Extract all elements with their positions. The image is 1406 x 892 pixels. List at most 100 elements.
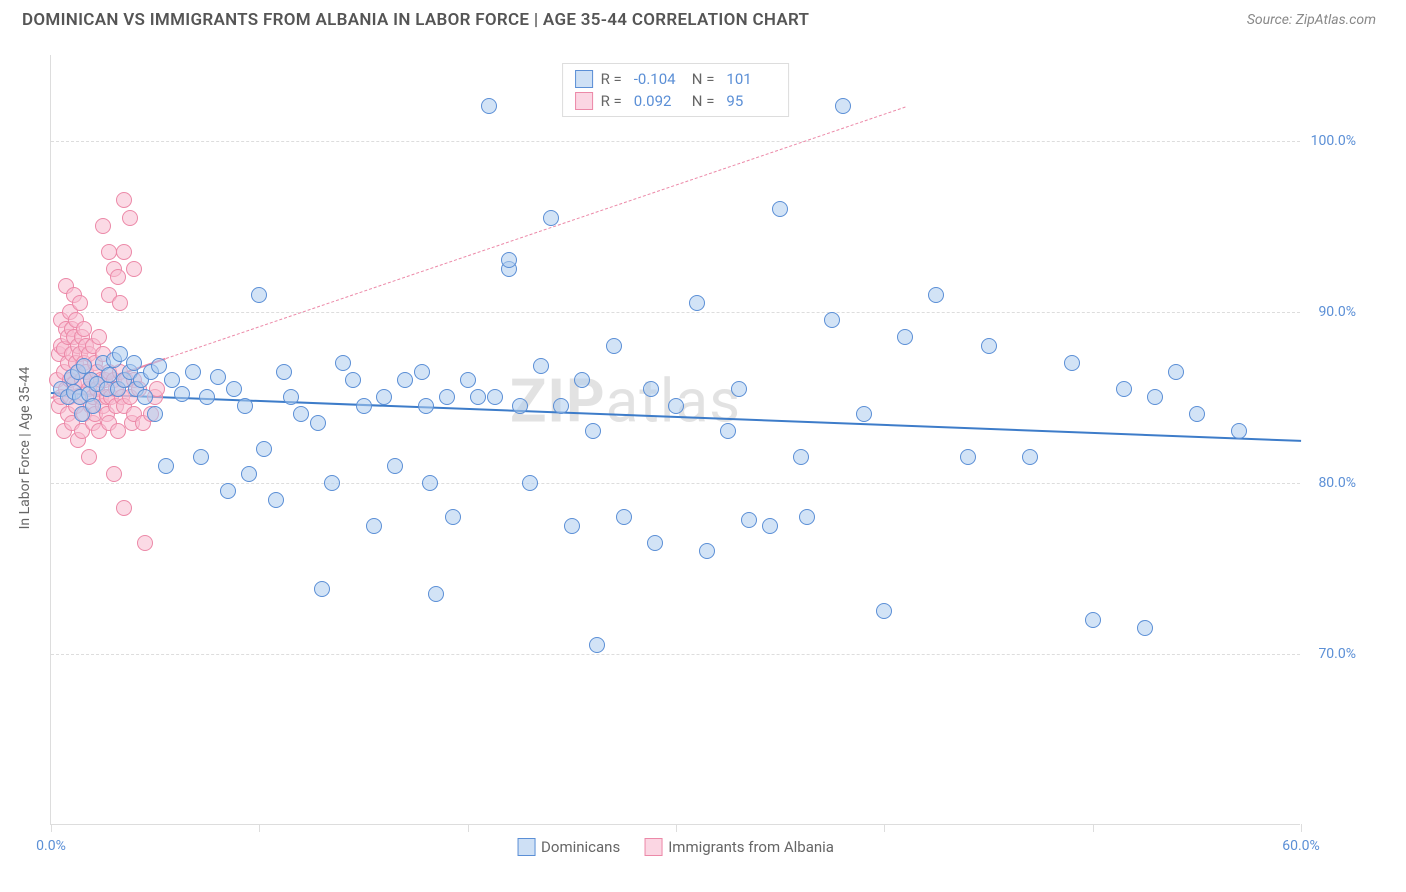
data-point — [116, 192, 132, 208]
data-point — [533, 358, 549, 374]
data-point — [335, 355, 351, 371]
data-point — [366, 518, 382, 534]
data-point — [72, 295, 88, 311]
stats-row: R = -0.104 N = 101 — [575, 68, 777, 90]
data-point — [137, 389, 153, 405]
data-point — [387, 458, 403, 474]
data-point — [151, 358, 167, 374]
data-point — [356, 398, 372, 414]
n-label: N = — [692, 92, 715, 110]
n-value: 95 — [726, 92, 776, 110]
stats-row: R =0.092N =95 — [575, 90, 777, 112]
legend-label: Immigrants from Albania — [668, 838, 834, 856]
data-point — [553, 398, 569, 414]
data-point — [251, 287, 267, 303]
data-point — [445, 509, 461, 525]
data-point — [824, 312, 840, 328]
data-point — [376, 389, 392, 405]
correlation-stats-box: R =-0.104N =101R =0.092N =95 — [562, 63, 790, 117]
legend: Dominicans Immigrants from Albania — [517, 838, 834, 856]
legend-item: Dominicans — [517, 838, 620, 856]
data-point — [126, 355, 142, 371]
data-point — [460, 372, 476, 388]
data-point — [185, 364, 201, 380]
legend-item: Immigrants from Albania — [644, 838, 834, 856]
data-point — [668, 398, 684, 414]
n-label: N = — [692, 70, 715, 88]
gridline — [51, 654, 1300, 655]
data-point — [256, 441, 272, 457]
data-point — [112, 346, 128, 362]
data-point — [799, 509, 815, 525]
data-point — [856, 406, 872, 422]
data-point — [897, 329, 913, 345]
data-point — [237, 398, 253, 414]
data-point — [470, 389, 486, 405]
data-point — [501, 252, 517, 268]
y-tick-label: 90.0% — [1318, 304, 1356, 320]
data-point — [731, 381, 747, 397]
data-point — [762, 518, 778, 534]
data-point — [835, 98, 851, 114]
data-point — [76, 321, 92, 337]
data-point — [193, 449, 209, 465]
gridline — [51, 483, 1300, 484]
data-point — [110, 423, 126, 439]
x-tick — [468, 824, 469, 832]
data-point — [522, 475, 538, 491]
trend-line — [165, 106, 905, 358]
chart-title: DOMINICAN VS IMMIGRANTS FROM ALBANIA IN … — [22, 10, 809, 30]
data-point — [422, 475, 438, 491]
data-point — [226, 381, 242, 397]
data-point — [101, 244, 117, 260]
data-point — [1189, 406, 1205, 422]
x-tick-label: 60.0% — [1282, 838, 1320, 854]
data-point — [1147, 389, 1163, 405]
swatch-blue — [575, 70, 593, 88]
x-tick — [51, 824, 52, 832]
x-tick-label: 0.0% — [36, 838, 66, 854]
data-point — [772, 201, 788, 217]
data-point — [91, 329, 107, 345]
data-point — [512, 398, 528, 414]
data-point — [643, 381, 659, 397]
data-point — [397, 372, 413, 388]
r-label: R = — [601, 70, 622, 88]
data-point — [210, 369, 226, 385]
data-point — [793, 449, 809, 465]
swatch-pink — [575, 92, 593, 110]
legend-label: Dominicans — [541, 838, 620, 856]
data-point — [164, 372, 180, 388]
source-attribution: Source: ZipAtlas.com — [1247, 12, 1376, 28]
watermark: ZIPatlas — [510, 366, 741, 437]
data-point — [414, 364, 430, 380]
x-tick — [884, 824, 885, 832]
data-point — [418, 398, 434, 414]
data-point — [606, 338, 622, 354]
data-point — [981, 338, 997, 354]
data-point — [268, 492, 284, 508]
data-point — [699, 543, 715, 559]
data-point — [106, 466, 122, 482]
data-point — [241, 466, 257, 482]
data-point — [1116, 381, 1132, 397]
data-point — [276, 364, 292, 380]
data-point — [439, 389, 455, 405]
data-point — [283, 389, 299, 405]
data-point — [95, 218, 111, 234]
data-point — [1022, 449, 1038, 465]
x-tick — [1093, 824, 1094, 832]
data-point — [116, 500, 132, 516]
r-value: -0.104 — [634, 70, 684, 88]
gridline — [51, 312, 1300, 313]
data-point — [589, 637, 605, 653]
data-point — [1064, 355, 1080, 371]
plot-area: ZIPatlas 70.0%80.0%90.0%100.0%0.0%60.0% — [51, 55, 1300, 824]
n-value: 101 — [726, 70, 776, 88]
data-point — [1137, 620, 1153, 636]
y-axis-label: In Labor Force | Age 35-44 — [17, 366, 33, 529]
data-point — [345, 372, 361, 388]
data-point — [122, 210, 138, 226]
data-point — [647, 535, 663, 551]
x-tick — [1301, 824, 1302, 832]
